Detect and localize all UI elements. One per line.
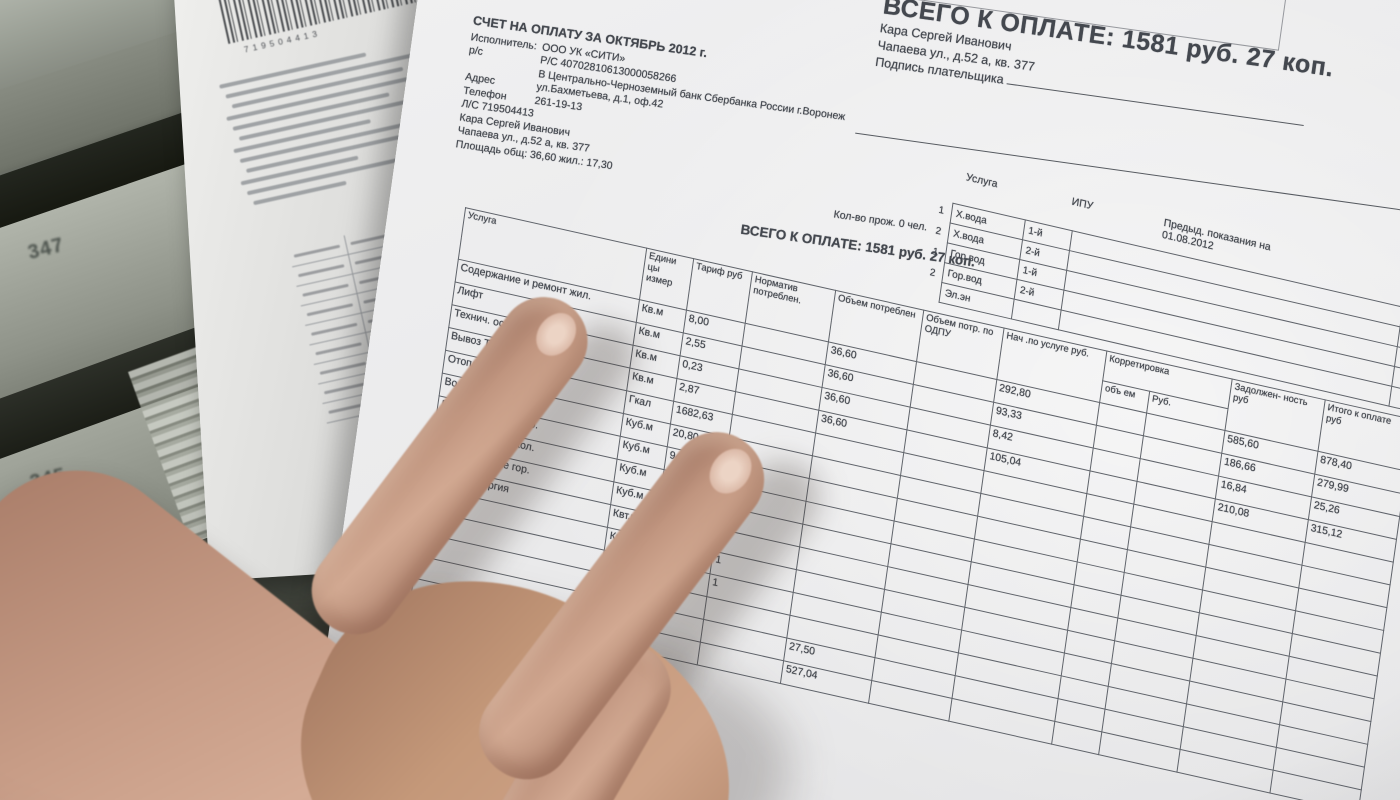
meters-ipu-header: ИПУ	[1070, 195, 1094, 213]
receipt-text-bar	[253, 180, 347, 205]
residents-count: Кол-во прож. 0 чел.	[832, 208, 929, 234]
receipt-text-bar	[238, 95, 426, 141]
bill-header-block: СЧЕТ НА ОПЛАТУ ЗА ОКТЯБРЬ 2012 г. Исполн…	[455, 13, 852, 204]
receipt-text-bar	[225, 50, 427, 99]
handwritten-mark	[581, 668, 655, 704]
utility-bill-paper: СЧЕТ НА ОПЛАТУ ЗА ОКТЯБРЬ 2012 г. Исполн…	[256, 0, 1400, 800]
meters-service-header: Услуга	[965, 171, 999, 191]
